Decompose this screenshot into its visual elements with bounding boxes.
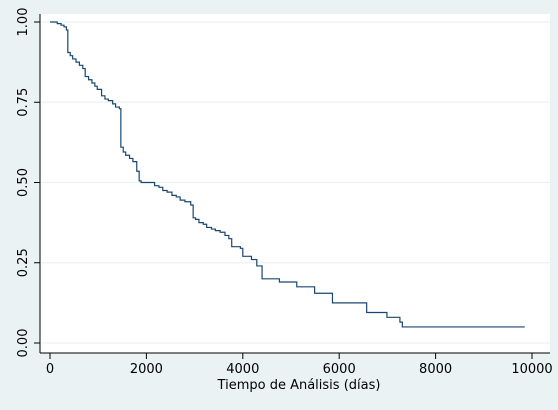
- y-tick-label: 0.75: [16, 88, 31, 117]
- x-tick-label: 6000: [323, 362, 356, 377]
- x-tick-label: 8000: [419, 362, 452, 377]
- x-tick-label: 4000: [226, 362, 259, 377]
- x-axis-label: Tiempo de Análisis (días): [217, 378, 381, 393]
- plot-area: [40, 14, 550, 353]
- axes: [39, 14, 550, 354]
- y-tick-label: 0.50: [16, 168, 31, 197]
- series-layer: [50, 21, 525, 328]
- grid-lines: [41, 21, 550, 344]
- y-tick-label: 1.00: [16, 8, 31, 37]
- y-tick-label: 0.25: [16, 248, 31, 277]
- survival-step-line: [50, 21, 525, 328]
- x-tick-label: 0: [46, 362, 54, 377]
- y-tick-label: 0.00: [16, 329, 31, 358]
- x-tick-label: 2000: [130, 362, 163, 377]
- x-tick-label: 10000: [511, 362, 552, 377]
- tick-marks: 0.00 0.25 0.50 0.75 1.00 0 2000 4000 6000 8000 100…: [16, 8, 553, 377]
